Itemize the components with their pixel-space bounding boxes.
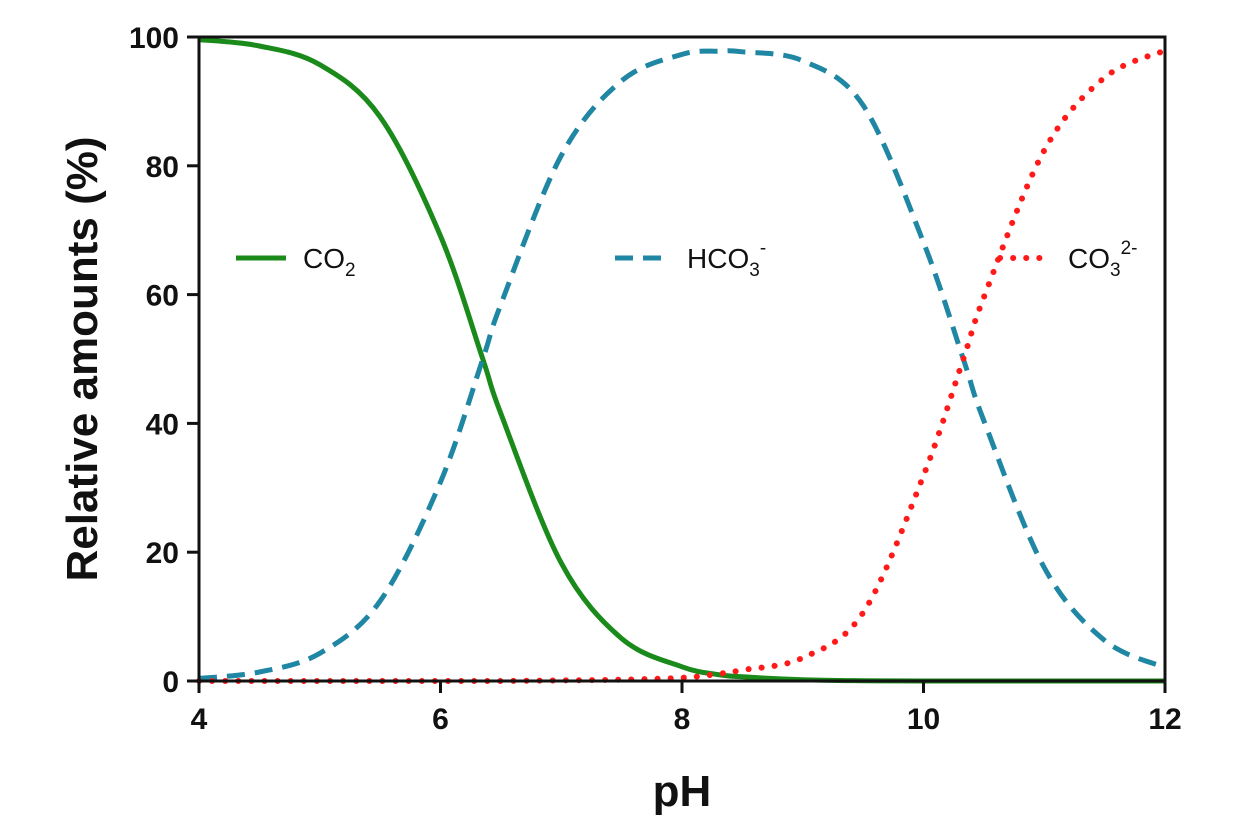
y-axis-title: Relative amounts (%) <box>58 137 107 582</box>
y-tick-label: 0 <box>162 666 179 699</box>
x-tick-label: 6 <box>432 703 449 736</box>
x-axis-title: pH <box>653 767 712 816</box>
legend-layer: CO2 HCO3- CO32- <box>236 238 1137 281</box>
legend-label: CO32- <box>1068 238 1137 281</box>
series-line-co2 <box>198 37 1165 684</box>
series-line-co3-2- <box>196 47 1168 685</box>
series-line-hco3-- <box>198 48 1167 681</box>
series-layer <box>196 37 1168 685</box>
x-tick-label: 12 <box>1148 703 1181 736</box>
x-tick-label: 8 <box>674 703 691 736</box>
y-tick-label: 60 <box>146 280 179 313</box>
axes-layer <box>197 35 1167 683</box>
y-tick-label: 40 <box>146 408 179 441</box>
y-tick-label: 100 <box>129 22 179 55</box>
y-tick-label: 80 <box>146 151 179 184</box>
x-tick-label: 4 <box>191 703 208 736</box>
x-tick-label: 10 <box>907 703 940 736</box>
legend-label: CO2 <box>303 243 356 281</box>
plot-frame <box>197 35 1167 683</box>
legend-label: HCO3- <box>687 238 766 281</box>
ticks-layer: 4 6 8 10 12 0 20 40 60 80 100 <box>129 22 1182 736</box>
y-tick-label: 20 <box>146 537 179 570</box>
